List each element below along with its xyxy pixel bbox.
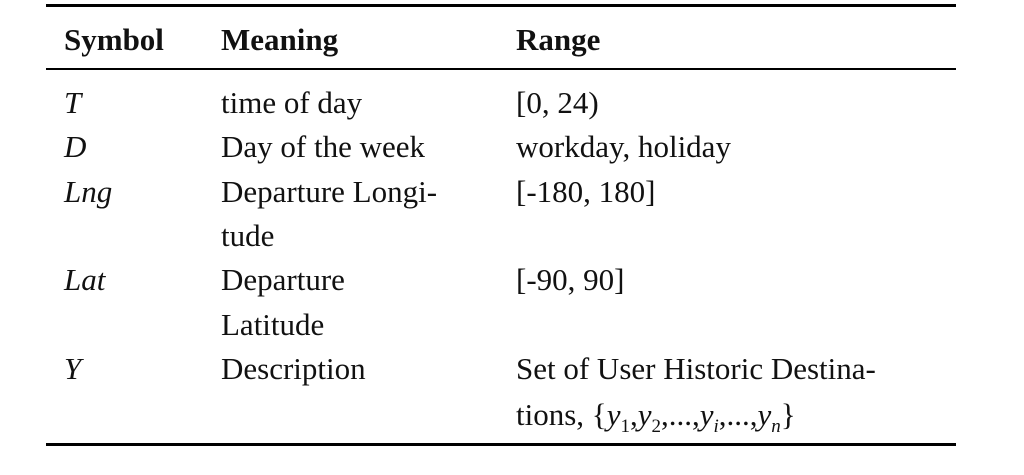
row-range-lng: [-180, 180] <box>516 174 656 209</box>
row-meaning-lat-line-2: Latitude <box>221 307 325 342</box>
row-meaning-d: Day of the week <box>221 129 425 164</box>
row-range-lat: [-90, 90] <box>516 262 625 297</box>
row-range-t: [0, 24) <box>516 85 599 120</box>
row-meaning-t: time of day <box>221 85 363 120</box>
row-range-d: workday, holiday <box>516 129 731 164</box>
set-ellipsis-1: ..., <box>668 397 700 432</box>
set-comma: , <box>718 397 727 432</box>
row-meaning-lng-line-2: tude <box>221 218 275 253</box>
row-symbol-lat: Lat <box>64 262 106 297</box>
range-y-prefix: tions, <box>516 397 592 432</box>
header-range: Range <box>516 22 601 57</box>
header-meaning: Meaning <box>221 22 339 57</box>
table-bottom-rule <box>46 443 956 446</box>
set-item-y1: y1 <box>606 397 630 438</box>
table-top-rule <box>46 4 956 7</box>
row-symbol-d: D <box>64 129 87 164</box>
set-comma: , <box>629 397 638 432</box>
set-open-brace: { <box>591 397 607 432</box>
set-item-y2: y2 <box>637 397 661 438</box>
row-meaning-lat-line-1: Departure <box>221 262 345 297</box>
row-symbol-lng: Lng <box>64 174 113 209</box>
set-ellipsis-2: ..., <box>726 397 758 432</box>
row-meaning-y: Description <box>221 351 366 386</box>
row-range-y-line-2: tions, {y1,y2,...,yi,...,yn} <box>516 393 796 437</box>
set-close-brace: } <box>780 397 796 432</box>
set-item-yn: yn <box>757 397 781 438</box>
definitions-table: Symbol Meaning Range T time of day [0, 2… <box>46 4 956 446</box>
header-symbol: Symbol <box>64 22 164 57</box>
set-item-yi: yi <box>699 397 719 438</box>
table-header-rule <box>46 68 956 70</box>
row-meaning-lng-line-1: Departure Longi- <box>221 174 438 209</box>
set-comma: , <box>660 397 669 432</box>
row-symbol-t: T <box>64 85 82 120</box>
row-symbol-y: Y <box>64 351 82 386</box>
row-range-y-line-1: Set of User Historic Destina- <box>516 351 876 386</box>
